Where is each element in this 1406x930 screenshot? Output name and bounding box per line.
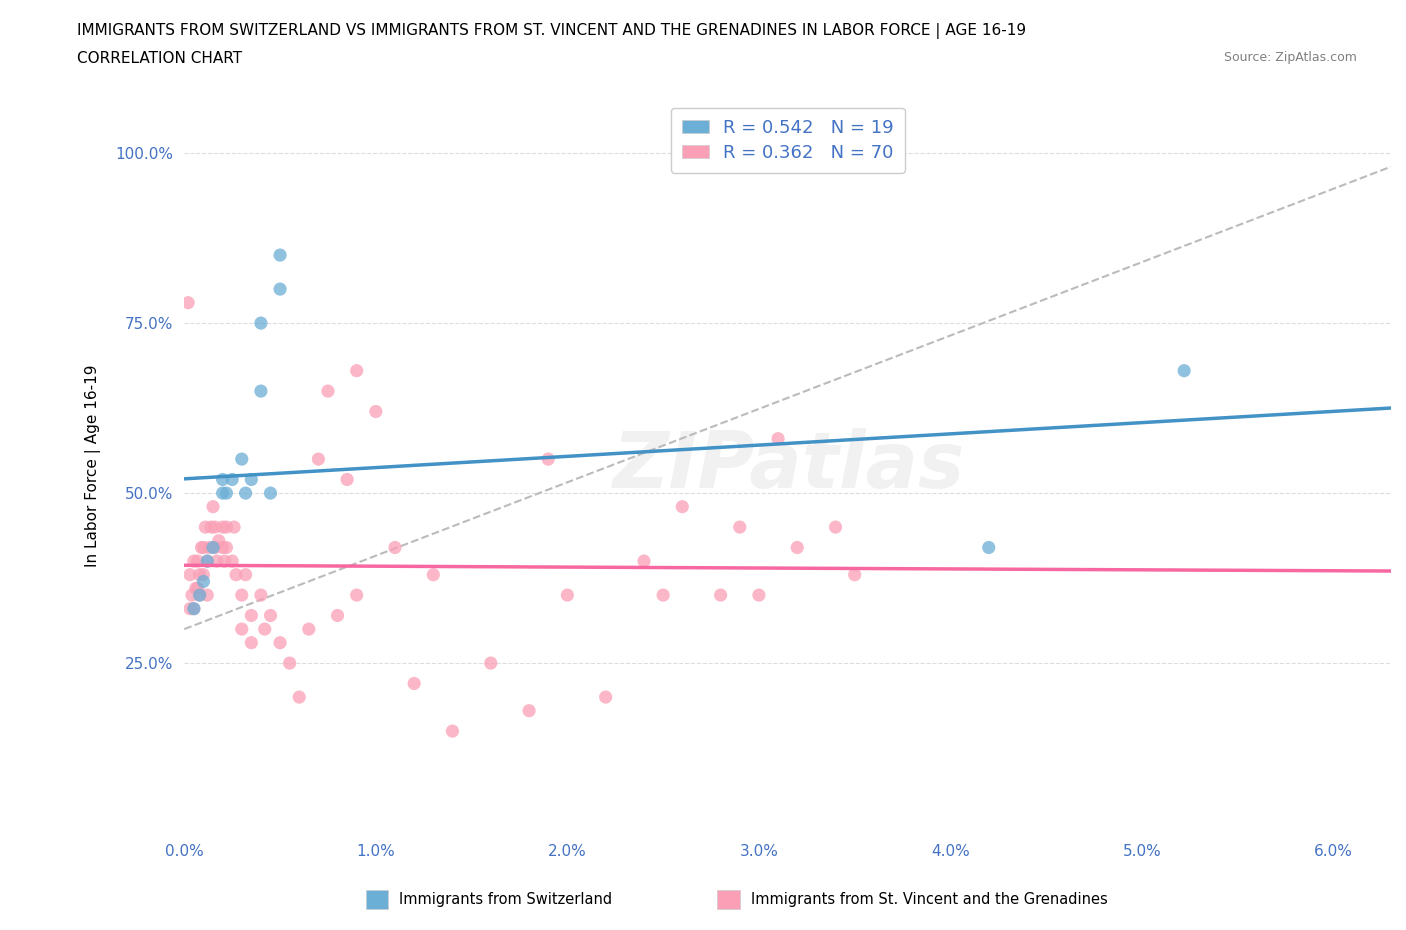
- Point: [200, 520, 222, 535]
- Point: [235, 567, 257, 582]
- Point: [214, 553, 236, 568]
- Point: [384, 540, 406, 555]
- Point: [183, 602, 205, 617]
- Point: [198, 540, 221, 555]
- Point: [181, 588, 204, 603]
- Point: [250, 588, 273, 603]
- Point: [193, 574, 215, 589]
- Text: IMMIGRANTS FROM SWITZERLAND VS IMMIGRANTS FROM ST. VINCENT AND THE GRENADINES IN: IMMIGRANTS FROM SWITZERLAND VS IMMIGRANT…: [77, 23, 1026, 39]
- Point: [188, 588, 211, 603]
- Text: CORRELATION CHART: CORRELATION CHART: [77, 51, 242, 66]
- Point: [188, 588, 211, 603]
- Point: [215, 485, 238, 500]
- Point: [177, 295, 200, 310]
- Point: [231, 452, 253, 467]
- Point: [824, 520, 846, 535]
- Point: [187, 553, 209, 568]
- Point: [204, 540, 226, 555]
- Point: [231, 588, 253, 603]
- Point: [288, 690, 311, 705]
- Point: [225, 567, 247, 582]
- Point: [202, 540, 225, 555]
- Point: [259, 485, 281, 500]
- Point: [187, 581, 209, 596]
- Point: [240, 608, 263, 623]
- Point: [194, 520, 217, 535]
- Point: [269, 635, 291, 650]
- Point: [202, 499, 225, 514]
- Point: [221, 553, 243, 568]
- Point: [766, 432, 789, 446]
- Point: [977, 540, 1000, 555]
- Point: [193, 540, 215, 555]
- Point: [326, 608, 349, 623]
- Point: [278, 656, 301, 671]
- Point: [195, 588, 218, 603]
- Point: [250, 384, 273, 399]
- Point: [221, 472, 243, 487]
- Point: [336, 472, 359, 487]
- Legend: R = 0.542   N = 19, R = 0.362   N = 70: R = 0.542 N = 19, R = 0.362 N = 70: [671, 108, 904, 173]
- Point: [188, 567, 211, 582]
- Point: [710, 588, 733, 603]
- Point: [259, 608, 281, 623]
- Point: [346, 364, 368, 379]
- Y-axis label: In Labor Force | Age 16-19: In Labor Force | Age 16-19: [86, 365, 101, 567]
- Point: [786, 540, 808, 555]
- Point: [224, 520, 246, 535]
- Point: [728, 520, 751, 535]
- Point: [211, 540, 233, 555]
- Point: [195, 553, 218, 568]
- Point: [404, 676, 426, 691]
- Point: [253, 621, 276, 636]
- Point: [748, 588, 770, 603]
- Point: [595, 690, 617, 705]
- Point: [517, 703, 540, 718]
- Point: [240, 635, 263, 650]
- Point: [557, 588, 579, 603]
- Point: [479, 656, 502, 671]
- Point: [204, 520, 226, 535]
- Point: [231, 621, 253, 636]
- Point: [316, 384, 339, 399]
- Point: [211, 472, 233, 487]
- Point: [184, 581, 207, 596]
- Point: [183, 602, 205, 617]
- Point: [250, 315, 273, 330]
- Point: [208, 533, 231, 548]
- Point: [179, 567, 201, 582]
- Point: [652, 588, 675, 603]
- Point: [215, 520, 238, 535]
- Point: [844, 567, 866, 582]
- Text: Source: ZipAtlas.com: Source: ZipAtlas.com: [1223, 51, 1357, 64]
- Point: [179, 602, 201, 617]
- Point: [346, 588, 368, 603]
- Point: [211, 520, 233, 535]
- Point: [537, 452, 560, 467]
- Point: [240, 472, 263, 487]
- Text: Immigrants from St. Vincent and the Grenadines: Immigrants from St. Vincent and the Gren…: [751, 892, 1108, 907]
- Point: [1173, 364, 1195, 379]
- Point: [190, 540, 212, 555]
- Point: [422, 567, 444, 582]
- Point: [235, 485, 257, 500]
- Point: [183, 553, 205, 568]
- Point: [671, 499, 693, 514]
- Point: [633, 553, 655, 568]
- Point: [269, 282, 291, 297]
- Point: [193, 567, 215, 582]
- Text: Immigrants from Switzerland: Immigrants from Switzerland: [399, 892, 613, 907]
- Point: [364, 404, 387, 418]
- Point: [195, 553, 218, 568]
- Point: [215, 540, 238, 555]
- Text: ZIPatlas: ZIPatlas: [612, 428, 963, 504]
- Point: [441, 724, 464, 738]
- Point: [307, 452, 329, 467]
- Point: [269, 247, 291, 262]
- Point: [205, 553, 228, 568]
- Point: [211, 485, 233, 500]
- Point: [298, 621, 321, 636]
